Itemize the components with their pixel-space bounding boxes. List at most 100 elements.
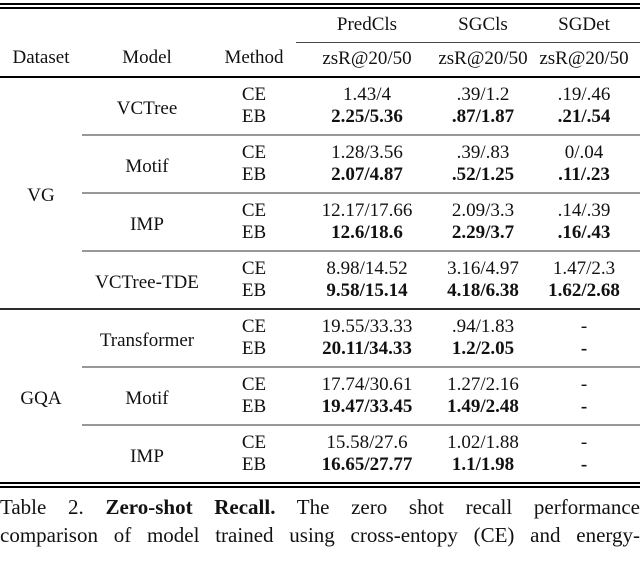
table-row: EB 2.07/4.87 .52/1.25 .11/.23 <box>0 164 640 193</box>
table-row: Motif CE 17.74/30.61 1.27/2.16 - <box>0 366 640 425</box>
model-cell: IMP <box>82 424 212 482</box>
sgdet-value: .11/.23 <box>558 164 610 185</box>
sgcls-value: .39/.83 <box>438 134 528 164</box>
sgcls-value: 1.1/1.98 <box>451 454 515 475</box>
caption-title: Zero-shot Recall. <box>105 495 276 519</box>
predcls-value: 9.58/15.14 <box>326 280 408 301</box>
table-top-double-rule <box>0 3 640 9</box>
sgdet-value: - <box>528 366 640 396</box>
method-cell: CE <box>212 366 296 396</box>
sgdet-value: 0/.04 <box>528 134 640 164</box>
method-cell: EB <box>241 106 267 127</box>
table-row: EB 12.6/18.6 2.29/3.7 .16/.43 <box>0 222 640 251</box>
sgcls-value: .87/1.87 <box>451 106 515 127</box>
metric-header-row: zsR@20/50 zsR@20/50 zsR@20/50 <box>0 42 640 78</box>
table-row: EB 2.25/5.36 .87/1.87 .21/.54 <box>0 106 640 135</box>
task-header-row: Dataset Model Method PredCls SGCls SGDet <box>0 9 640 78</box>
method-cell: CE <box>212 308 296 338</box>
sgdet-value: .21/.54 <box>557 106 611 127</box>
sgdet-value: - <box>580 396 588 417</box>
table-row: EB 19.47/33.45 1.49/2.48 - <box>0 396 640 425</box>
zero-shot-recall-table: Dataset Model Method PredCls SGCls SGDet… <box>0 9 640 482</box>
sgdet-value: - <box>580 454 588 475</box>
table-body: VG VCTree CE 1.43/4 .39/1.2 .19/.46 EB 2… <box>0 77 640 482</box>
sgcls-value: 2.29/3.7 <box>451 222 515 243</box>
method-column-header: Method <box>212 9 296 78</box>
method-cell: EB <box>241 454 267 475</box>
sgdet-value: 1.62/2.68 <box>548 280 620 301</box>
caption-text: The zero shot recall performance <box>296 495 640 519</box>
predcls-value: 17.74/30.61 <box>296 366 438 396</box>
method-cell: CE <box>212 424 296 454</box>
sgcls-value: .52/1.25 <box>451 164 515 185</box>
predcls-value: 19.55/33.33 <box>296 308 438 338</box>
caption-line-1: Table 2. Zero-shot Recall. The zero shot… <box>0 493 640 521</box>
sgcls-value: 1.49/2.48 <box>447 396 519 417</box>
method-cell: EB <box>241 222 267 243</box>
table-bottom-double-rule <box>0 482 640 488</box>
model-cell: Motif <box>82 366 212 425</box>
method-cell: CE <box>212 134 296 164</box>
sgcls-metric-header: zsR@20/50 <box>438 42 528 78</box>
sgdet-value: - <box>580 338 588 359</box>
method-cell: CE <box>212 192 296 222</box>
table-row: IMP CE 15.58/27.6 1.02/1.88 - <box>0 424 640 482</box>
sgcls-value: 3.16/4.97 <box>438 250 528 280</box>
predcls-value: 8.98/14.52 <box>296 250 438 280</box>
model-cell: VCTree <box>116 98 178 119</box>
model-cell: VCTree-TDE <box>82 250 212 309</box>
predcls-value: 20.11/34.33 <box>322 338 412 359</box>
predcls-value: 1.28/3.56 <box>296 134 438 164</box>
dataset-cell-gqa: GQA <box>0 308 82 482</box>
table-row: VG VCTree CE 1.43/4 .39/1.2 .19/.46 <box>0 77 640 206</box>
sgcls-value: .94/1.83 <box>438 308 528 338</box>
predcls-value: 12.6/18.6 <box>331 222 403 243</box>
table-row: Motif CE 1.28/3.56 .39/.83 0/.04 <box>0 134 640 193</box>
sgdet-value: - <box>528 308 640 338</box>
method-cell: CE <box>212 250 296 280</box>
sgcls-column-header: SGCls <box>438 9 528 43</box>
table-row: EB 16.65/27.77 1.1/1.98 - <box>0 454 640 482</box>
method-cell: EB <box>241 396 267 417</box>
method-cell: EB <box>241 164 267 185</box>
table-caption: Table 2. Zero-shot Recall. The zero shot… <box>0 493 640 549</box>
method-cell: EB <box>241 280 267 301</box>
predcls-value: 19.47/33.45 <box>321 396 413 417</box>
sgcls-value: 2.09/3.3 <box>438 192 528 222</box>
sgdet-value: .16/.43 <box>557 222 611 243</box>
table-row: GQA Transformer CE 19.55/33.33 .94/1.83 … <box>0 308 640 482</box>
predcls-value: 2.25/5.36 <box>331 106 403 127</box>
table-header: Dataset Model Method PredCls SGCls SGDet… <box>0 9 640 78</box>
caption-line-2: comparison of model trained using cross-… <box>0 523 640 547</box>
predcls-column-header: PredCls <box>296 9 438 43</box>
dataset-cell-vg: VG <box>27 185 55 206</box>
sgdet-column-header: SGDet <box>528 9 640 43</box>
predcls-metric-header: zsR@20/50 <box>296 42 438 78</box>
sgdet-value: 1.47/2.3 <box>528 250 640 280</box>
sgdet-metric-header: zsR@20/50 <box>528 42 640 78</box>
table-row: VCTree-TDE CE 8.98/14.52 3.16/4.97 1.47/… <box>0 250 640 309</box>
sgcls-value: 4.18/6.38 <box>447 280 519 301</box>
method-cell: CE <box>241 84 267 105</box>
sgcls-value: 1.2/2.05 <box>451 338 515 359</box>
sgcls-value: 1.27/2.16 <box>438 366 528 396</box>
method-cell: EB <box>241 338 267 359</box>
predcls-value: 1.43/4 <box>342 84 392 105</box>
caption-table-number: Table 2. <box>0 495 84 519</box>
predcls-value: 2.07/4.87 <box>331 164 403 185</box>
model-cell: IMP <box>82 192 212 251</box>
sgdet-value: .14/.39 <box>528 192 640 222</box>
sgdet-value: .19/.46 <box>557 84 611 105</box>
model-cell: Motif <box>82 134 212 193</box>
model-column-header: Model <box>82 9 212 78</box>
table-row: EB 9.58/15.14 4.18/6.38 1.62/2.68 <box>0 280 640 309</box>
predcls-value: 12.17/17.66 <box>296 192 438 222</box>
table-row: EB 20.11/34.33 1.2/2.05 - <box>0 338 640 367</box>
dataset-column-header: Dataset <box>0 9 82 78</box>
sgdet-value: - <box>528 424 640 454</box>
predcls-value: 15.58/27.6 <box>296 424 438 454</box>
predcls-value: 16.65/27.77 <box>321 454 413 475</box>
table-row: IMP CE 12.17/17.66 2.09/3.3 .14/.39 <box>0 192 640 251</box>
sgcls-value: .39/1.2 <box>456 84 510 105</box>
